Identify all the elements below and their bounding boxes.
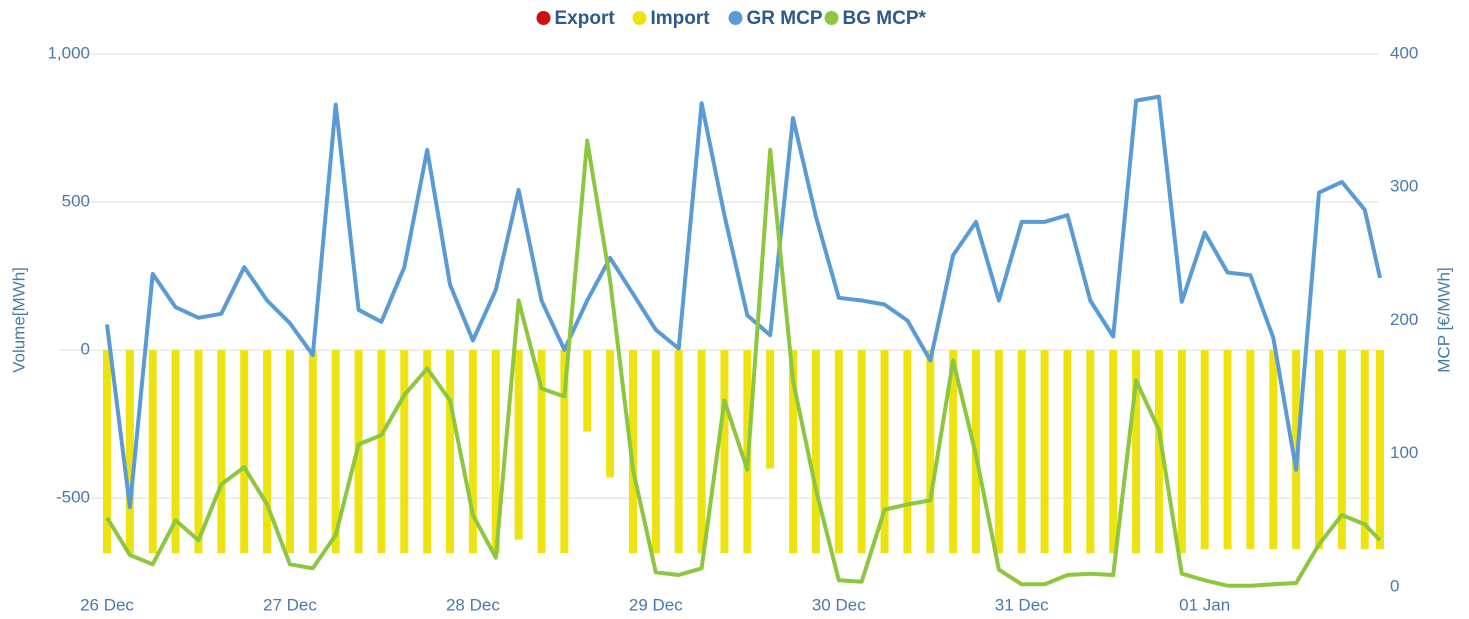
bar	[285, 350, 294, 554]
bar	[1177, 350, 1186, 554]
x-tick-label: 30 Dec	[812, 595, 866, 614]
bar	[377, 350, 386, 554]
x-tick-label: 01 Jan	[1179, 595, 1230, 614]
bar	[1337, 350, 1346, 550]
line	[105, 138, 1382, 588]
bar	[103, 350, 111, 554]
y-tick-label: -500	[56, 488, 90, 507]
bar	[148, 350, 157, 554]
bar	[1315, 350, 1324, 550]
bar	[1063, 350, 1072, 554]
plot	[103, 94, 1384, 588]
y2-axis-label: MCP [€/MWh]	[1434, 267, 1453, 372]
legend-marker	[728, 11, 743, 25]
bar	[217, 350, 226, 554]
bar	[400, 350, 409, 554]
bar	[125, 350, 134, 554]
legend-label: Import	[651, 8, 711, 29]
bar	[811, 350, 820, 554]
bar	[766, 350, 775, 469]
bar	[514, 350, 523, 540]
bar	[949, 350, 958, 554]
y-axis-label: Volume[MWh]	[9, 267, 28, 373]
y2-tick-label: 100	[1390, 443, 1418, 462]
bar	[1086, 350, 1095, 554]
y-tick-label: 500	[62, 192, 90, 211]
bar	[491, 350, 500, 554]
bar	[423, 350, 432, 554]
bar	[834, 350, 843, 554]
bar	[240, 350, 249, 554]
legend-marker	[536, 11, 551, 25]
bar	[674, 350, 683, 554]
bar	[1154, 350, 1163, 554]
bar	[560, 350, 569, 554]
bar	[1269, 350, 1278, 550]
bar	[903, 350, 912, 554]
bar	[331, 350, 340, 554]
legend-label: Export	[555, 8, 616, 29]
legend-label: GR MCP	[747, 8, 823, 29]
bar	[1376, 350, 1384, 550]
bar	[1017, 350, 1026, 554]
bar	[468, 350, 477, 554]
bar	[1246, 350, 1255, 550]
bar	[880, 350, 889, 554]
bar	[994, 350, 1003, 554]
y-tick-label: 0	[81, 340, 90, 359]
bar	[697, 350, 706, 554]
bar	[1132, 350, 1141, 554]
bar	[1040, 350, 1049, 554]
bar	[857, 350, 866, 554]
x-tick-label: 27 Dec	[263, 595, 317, 614]
bar	[651, 350, 660, 554]
bar	[1109, 350, 1118, 554]
legend-marker	[824, 11, 839, 25]
y2-tick-label: 0	[1390, 576, 1399, 595]
y-tick-label: 1,000	[47, 43, 90, 62]
legend-label: BG MCP*	[843, 8, 927, 29]
bar	[263, 350, 272, 554]
bar	[171, 350, 180, 554]
bar	[194, 350, 203, 554]
x-tick-label: 31 Dec	[995, 595, 1049, 614]
bar	[1360, 350, 1369, 550]
y2-tick-label: 200	[1390, 310, 1418, 329]
x-tick-label: 28 Dec	[446, 595, 500, 614]
y2-tick-label: 400	[1390, 43, 1418, 62]
bar	[720, 350, 729, 554]
bar	[606, 350, 615, 478]
x-tick-label: 29 Dec	[629, 595, 683, 614]
bar	[446, 350, 455, 554]
bar	[537, 350, 546, 554]
bar	[1200, 350, 1209, 550]
bar	[926, 350, 935, 554]
bar	[583, 350, 592, 432]
bar	[1223, 350, 1232, 550]
legend-marker	[632, 11, 647, 25]
bar	[308, 350, 317, 554]
bar	[628, 350, 637, 554]
x-tick-label: 26 Dec	[80, 595, 134, 614]
line	[105, 94, 1382, 510]
y2-tick-label: 300	[1390, 177, 1418, 196]
bar	[789, 350, 798, 554]
